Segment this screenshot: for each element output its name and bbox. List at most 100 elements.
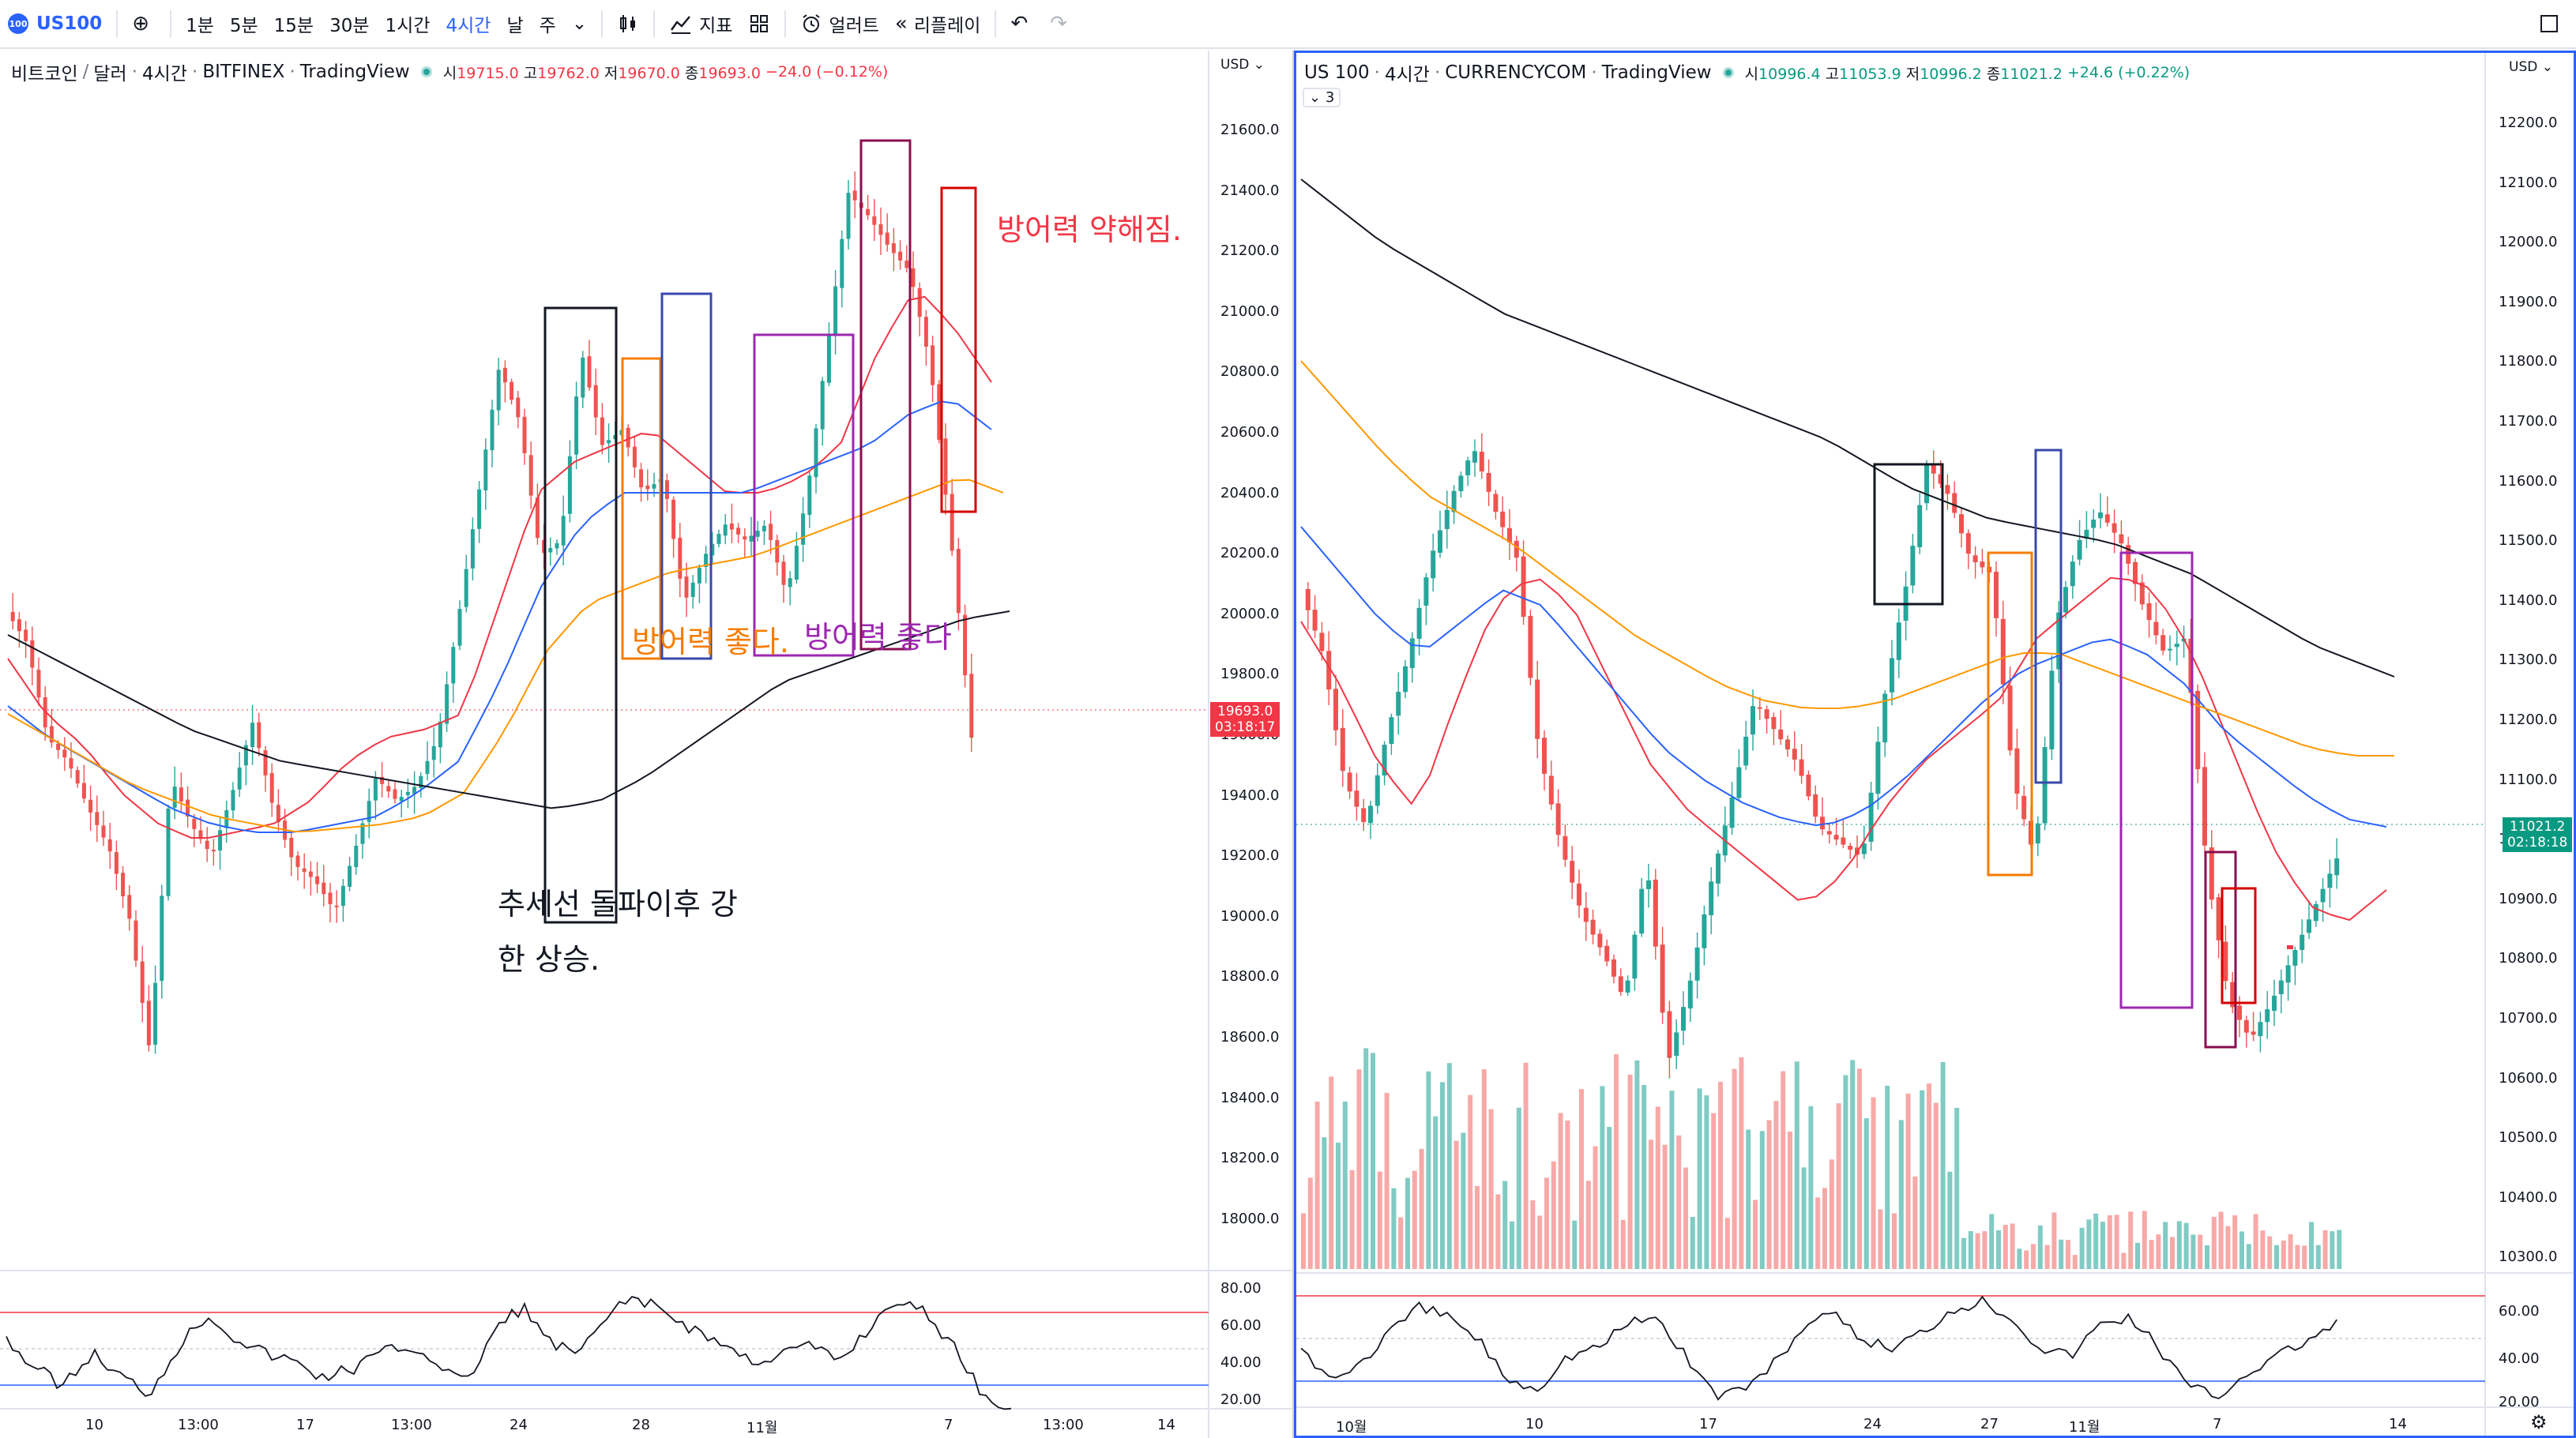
volume-bar (1808, 1106, 1814, 1269)
alert-button[interactable]: 얼러트 (792, 0, 886, 48)
fullscreen-button[interactable] (2530, 0, 2568, 48)
ohlc-low: 저19670.0 (604, 64, 680, 82)
left-candle (690, 582, 695, 597)
right-candle (1826, 831, 1832, 835)
interval-dropdown[interactable]: ⌄ (564, 0, 595, 48)
indicator-toggle-button[interactable]: ⌄ 3 (1303, 88, 1341, 107)
left-candle (334, 905, 339, 907)
right-candle (2126, 545, 2131, 564)
right-last-price-tag: 11021.2 02:18:18 (2503, 817, 2573, 852)
right-candle (1583, 907, 1589, 922)
legend-symbol[interactable]: US 100 (1304, 62, 1370, 83)
volume-bar (1655, 1106, 1660, 1269)
time-tick-label: 27 (1980, 1416, 1999, 1432)
right-candle (1563, 835, 1568, 860)
right-chart-panel[interactable]: US 100 · 4시간 · CURRENCYCOM · TradingView 시1… (1294, 51, 2576, 1438)
interval-5m[interactable]: 5분 (229, 16, 258, 36)
right-candle (1514, 540, 1519, 558)
left-candle (393, 789, 397, 799)
ma-mid-line (7, 400, 992, 833)
legend-symbol[interactable]: 비트코인 (11, 64, 78, 84)
volume-bar (1773, 1101, 1779, 1269)
volume-bar (2295, 1245, 2300, 1269)
currency-selector[interactable]: USD ⌄ (1220, 57, 1265, 73)
legend-interval: 4시간 (142, 64, 187, 84)
price-tick-label: 12000.0 (2499, 234, 2558, 251)
right-candle (2084, 529, 2089, 539)
right-candle (2021, 795, 2027, 820)
right-candle (2292, 949, 2298, 966)
price-tick-label: 20800.0 (1220, 363, 1280, 381)
indicators-button[interactable]: 지표 (661, 0, 740, 48)
left-chart-panel[interactable]: 비트코인 / 달러 · 4시간 · BITFINEX · TradingView 시19… (0, 51, 1292, 1438)
left-candle (632, 446, 637, 467)
left-candle (736, 528, 741, 535)
left-candle (237, 767, 242, 790)
volume-bar (1781, 1071, 1786, 1269)
chart-type-button[interactable] (609, 0, 647, 48)
left-chart-canvas[interactable] (0, 51, 1292, 1438)
left-candle (231, 790, 235, 811)
left-candle (555, 543, 559, 549)
interval-1m[interactable]: 1분 (186, 16, 214, 36)
market-open-icon (420, 66, 432, 77)
panel-divider[interactable] (1292, 51, 1294, 1438)
left-candle (904, 261, 909, 268)
left-candle (127, 895, 132, 919)
volume-bar (2288, 1233, 2293, 1269)
right-candle (1764, 709, 1769, 719)
left-candle (419, 775, 423, 789)
left-candle (399, 797, 404, 802)
right-candle (1848, 846, 1853, 850)
interval-30m[interactable]: 30분 (329, 16, 370, 36)
right-candle (2146, 603, 2152, 621)
left-candle (931, 345, 935, 385)
volume-bar (1634, 1060, 1640, 1269)
interval-1h[interactable]: 1시간 (385, 16, 431, 36)
right-candle (1340, 727, 1345, 772)
right-chart-canvas[interactable] (1296, 53, 2574, 1436)
volume-bar (2059, 1239, 2064, 1269)
left-candle (639, 469, 644, 488)
right-candle (1438, 530, 1442, 553)
right-candle (1458, 475, 1464, 492)
volume-bar (2142, 1211, 2147, 1269)
toolbar-divider (653, 10, 656, 37)
currency-selector[interactable]: USD ⌄ (2509, 59, 2553, 75)
volume-bar (1905, 1093, 1911, 1269)
replay-button[interactable]: « 리플레이 (887, 0, 989, 48)
volume-bar (1307, 1177, 1313, 1269)
volume-bar (1878, 1209, 1883, 1269)
right-candle (2209, 847, 2214, 900)
volume-bar (1871, 1097, 1876, 1269)
left-candle (69, 758, 73, 769)
time-tick-label: 10 (85, 1417, 103, 1433)
layouts-button[interactable] (740, 0, 778, 48)
interval-1d[interactable]: 날 (506, 16, 524, 36)
left-chart-legend: 비트코인 / 달러 · 4시간 · BITFINEX · TradingView 시19… (11, 58, 893, 85)
interval-4h[interactable]: 4시간 (446, 16, 491, 36)
volume-bar (1384, 1093, 1390, 1269)
right-candle (1486, 472, 1491, 492)
interval-15m[interactable]: 15분 (273, 16, 314, 36)
right-candle (2049, 670, 2055, 749)
left-candle (820, 381, 825, 430)
left-candle (956, 549, 961, 614)
volume-bar (1585, 1181, 1591, 1269)
right-candle (1972, 555, 1978, 562)
volume-bar (1836, 1103, 1841, 1269)
toolbar-divider (601, 10, 604, 37)
volume-bar (2093, 1213, 2099, 1269)
interval-1w[interactable]: 주 (539, 16, 556, 36)
settings-gear-icon[interactable]: ⚙ (2530, 1411, 2548, 1433)
volume-bar (1829, 1159, 1834, 1269)
left-candle (917, 287, 922, 317)
volume-bar (1746, 1129, 1751, 1269)
compare-symbol-button[interactable]: ⊕ (124, 0, 164, 48)
left-candle (587, 356, 592, 388)
price-tick-label: 11300.0 (2499, 651, 2558, 669)
undo-button[interactable]: ↶ (1002, 0, 1042, 48)
left-candle (801, 513, 806, 545)
symbol-search-button[interactable]: 100 US100 (0, 0, 110, 48)
redo-button[interactable]: ↷ (1042, 0, 1081, 48)
